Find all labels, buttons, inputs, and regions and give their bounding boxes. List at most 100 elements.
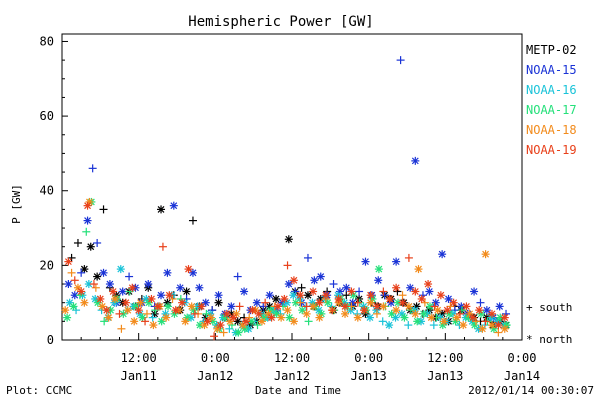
x-tick-date-label: Jan13 [351, 369, 387, 383]
legend-series-label: NOAA-17 [526, 103, 577, 117]
south-data-point [328, 306, 337, 315]
south-data-point [219, 328, 228, 337]
y-tick-label: 0 [47, 333, 54, 347]
north-data-point [109, 287, 118, 296]
north-data-point [77, 287, 86, 296]
north-data-point [459, 321, 468, 330]
north-data-point [392, 306, 401, 315]
south-data-point [430, 302, 439, 311]
north-data-point [470, 287, 479, 296]
north-data-point [130, 317, 139, 326]
north-data-point [353, 313, 362, 322]
north-data-point [494, 321, 503, 330]
north-data-point [285, 313, 294, 322]
north-data-point [310, 276, 319, 285]
north-data-point [149, 321, 158, 330]
south-data-point [148, 313, 157, 322]
north-data-point [134, 306, 143, 315]
north-data-point [317, 309, 326, 318]
south-data-point [378, 317, 387, 326]
south-data-point [404, 321, 413, 330]
north-data-point [347, 287, 356, 296]
south-data-point [125, 272, 134, 281]
x-tick-time-label: 12:00 [274, 351, 310, 365]
north-data-point [80, 298, 89, 307]
chart-title: Hemispheric Power [GW] [188, 14, 373, 30]
north-data-point [487, 309, 496, 318]
north-data-point [385, 321, 394, 330]
south-data-point [227, 321, 236, 330]
north-data-point [372, 302, 381, 311]
south-data-point [342, 291, 351, 300]
x-axis-label: Date and Time [255, 384, 341, 397]
legend-series-label: NOAA-19 [526, 143, 577, 157]
south-data-point [429, 321, 438, 330]
south-data-point [142, 309, 151, 318]
x-tick-time-label: 0:00 [201, 351, 230, 365]
north-data-point [413, 317, 422, 326]
north-data-point [366, 291, 375, 300]
north-data-point [200, 321, 209, 330]
north-data-point [144, 280, 153, 289]
legend-south-marker: + south [526, 301, 572, 314]
south-data-point [117, 324, 126, 333]
south-data-point [259, 302, 268, 311]
legend-north-marker: * north [526, 333, 572, 346]
north-data-point [227, 302, 236, 311]
south-data-point [406, 306, 415, 315]
north-data-point [176, 283, 185, 292]
north-data-point [111, 294, 120, 303]
north-data-point [284, 235, 293, 244]
south-data-point [115, 309, 124, 318]
north-data-point [289, 276, 298, 285]
north-data-point [289, 291, 298, 300]
north-data-point [240, 287, 249, 296]
north-data-point [302, 309, 311, 318]
south-data-point [303, 253, 312, 262]
north-data-point [296, 291, 305, 300]
south-data-point [88, 164, 97, 173]
north-data-point [385, 294, 394, 303]
south-data-point [297, 283, 306, 292]
north-data-point [482, 306, 491, 315]
south-data-point [457, 306, 466, 315]
north-data-point [96, 294, 105, 303]
north-data-point [214, 291, 223, 300]
north-data-point [316, 272, 325, 281]
south-data-point [188, 216, 197, 225]
north-data-point [392, 283, 401, 292]
north-data-point [361, 257, 370, 266]
north-data-point [163, 268, 172, 277]
north-data-point [392, 257, 401, 266]
south-data-point [202, 309, 211, 318]
north-data-point [64, 280, 73, 289]
north-data-point [355, 294, 364, 303]
north-data-point [64, 257, 73, 266]
north-data-point [102, 306, 111, 315]
south-data-point [100, 317, 109, 326]
south-data-point [70, 276, 79, 285]
north-data-point [99, 268, 108, 277]
north-data-point [449, 298, 458, 307]
north-data-point [234, 328, 243, 337]
x-tick-time-label: 0:00 [354, 351, 383, 365]
x-tick-date-label: Jan14 [504, 369, 540, 383]
north-data-point [414, 265, 423, 274]
north-data-point [183, 313, 192, 322]
north-data-point [438, 321, 447, 330]
south-data-point [456, 309, 465, 318]
south-data-point [304, 317, 313, 326]
south-data-point [67, 268, 76, 277]
north-data-point [425, 287, 434, 296]
north-data-point [182, 287, 191, 296]
south-data-point [208, 306, 217, 315]
north-data-point [341, 309, 350, 318]
north-data-point [417, 294, 426, 303]
north-data-point [411, 156, 420, 165]
north-data-point [365, 313, 374, 322]
south-data-point [379, 287, 388, 296]
south-data-point [380, 291, 389, 300]
north-data-point [187, 302, 196, 311]
x-tick-date-label: Jan11 [121, 369, 157, 383]
